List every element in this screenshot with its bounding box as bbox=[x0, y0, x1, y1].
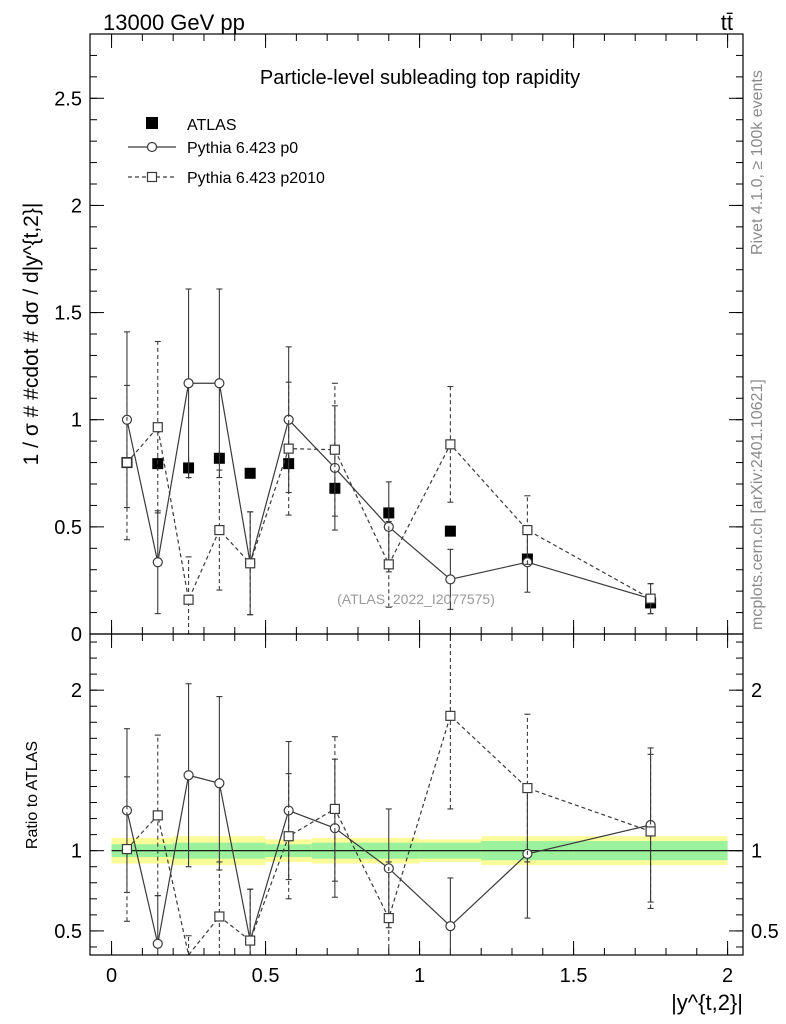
ratio-series-layer bbox=[121, 634, 656, 957]
main-y-tick-label: 2.5 bbox=[54, 88, 82, 110]
data-point-atlas bbox=[444, 525, 456, 537]
legend-marker-atlas bbox=[146, 117, 158, 129]
main-y-axis-label: 1 / σ # #cdot # dσ / d|y^{t,2}| bbox=[20, 203, 43, 466]
data-point-p2010 bbox=[214, 524, 225, 536]
process-label: tt̄ bbox=[721, 10, 733, 35]
legend-label-p2010: Pythia 6.423 p2010 bbox=[187, 170, 325, 187]
data-point-p2010 bbox=[121, 457, 133, 468]
main-series-layer bbox=[121, 288, 657, 635]
rivet-version-label: Rivet 4.1.0, ≥ 100k events bbox=[749, 70, 766, 255]
data-point-p2010 bbox=[183, 594, 194, 605]
ratio-point-p2010 bbox=[283, 831, 294, 842]
ratio-uncertainty-bands bbox=[111, 836, 743, 866]
ratio-ticks: 0.5 0.5 1 1 2 2 0 0.5 1 1.5 2 bbox=[54, 634, 779, 987]
ratio-point-p2010 bbox=[445, 710, 456, 721]
ratio-point-p2010 bbox=[645, 826, 656, 837]
main-ticks: 0 0.5 1 1.5 2 2.5 bbox=[54, 33, 743, 646]
ratio-point-p2010 bbox=[152, 810, 163, 821]
main-panel: 0 0.5 1 1.5 2 2.5 Particle-level subleading t… bbox=[20, 33, 744, 646]
main-y-tick-label: 1.5 bbox=[54, 303, 82, 325]
ratio-point-p2010 bbox=[329, 803, 340, 815]
main-y-tick-label: 0 bbox=[71, 624, 82, 646]
legend: ATLAS Pythia 6.423 p0 Pythia 6.423 p2010 bbox=[128, 117, 325, 187]
data-point-p2010 bbox=[383, 559, 394, 570]
data-point-p2010 bbox=[329, 444, 340, 455]
x-tick-label: 1 bbox=[414, 965, 425, 987]
x-tick-label: 1.5 bbox=[560, 965, 588, 987]
ratio-point-p0 bbox=[152, 938, 163, 949]
x-tick-label: 0 bbox=[106, 965, 117, 987]
x-tick-label: 2 bbox=[722, 965, 733, 987]
ratio-point-p2010 bbox=[383, 912, 394, 924]
main-y-tick-label: 1 bbox=[71, 410, 82, 432]
legend-label-atlas: ATLAS bbox=[187, 117, 237, 134]
data-point-p2010 bbox=[152, 422, 163, 433]
data-point-p2010 bbox=[245, 558, 256, 569]
main-y-tick-label: 2 bbox=[71, 195, 82, 217]
ratio-y-tick-label-right: 1 bbox=[751, 841, 762, 863]
x-tick-label: 0.5 bbox=[252, 965, 280, 987]
x-axis-label: |y^{t,2}| bbox=[671, 990, 743, 1015]
legend-label-p0: Pythia 6.423 p0 bbox=[187, 140, 298, 157]
data-point-p2010 bbox=[522, 524, 533, 536]
ratio-point-p0 bbox=[445, 921, 456, 932]
main-title: Particle-level subleading top rapidity bbox=[260, 67, 580, 89]
ratio-point-p2010 bbox=[214, 911, 225, 922]
ratio-y-tick-label: 1 bbox=[71, 841, 82, 863]
data-point-atlas bbox=[244, 467, 256, 479]
data-point-p2010 bbox=[445, 439, 456, 450]
ratio-y-tick-label: 2 bbox=[71, 680, 82, 702]
data-point-p2010 bbox=[645, 593, 656, 604]
legend-marker-p2010 bbox=[146, 171, 158, 183]
main-y-tick-label: 0.5 bbox=[54, 517, 82, 539]
mcplots-label: mcplots.cern.ch [arXiv:2401.10621] bbox=[749, 379, 766, 630]
ratio-point-p2010 bbox=[121, 843, 133, 855]
data-point-p2010 bbox=[283, 443, 294, 454]
ratio-point-p0 bbox=[183, 770, 194, 781]
ratio-y-tick-label: 0.5 bbox=[54, 921, 82, 943]
energy-label: 13000 GeV pp bbox=[103, 10, 245, 35]
ratio-panel: 0.5 0.5 1 1 2 2 0 0.5 1 1.5 2 Ratio to ATLAS |y^{t… bbox=[24, 633, 779, 1015]
data-point-p0 bbox=[445, 574, 456, 585]
data-point-p0 bbox=[183, 378, 194, 389]
data-point-p0 bbox=[152, 557, 163, 568]
ratio-y-axis-label: Ratio to ATLAS bbox=[24, 741, 41, 849]
ratio-point-p2010 bbox=[522, 782, 533, 794]
ratio-y-tick-label-right: 2 bbox=[751, 680, 762, 702]
data-point-p0 bbox=[214, 378, 225, 389]
ratio-point-p2010 bbox=[245, 935, 256, 946]
ratio-y-tick-label-right: 0.5 bbox=[751, 921, 779, 943]
ratio-point-p0 bbox=[214, 778, 225, 789]
analysis-id-label: (ATLAS_2022_I2077575) bbox=[337, 591, 495, 607]
ratio-plot-frame bbox=[89, 633, 744, 956]
legend-marker-p0 bbox=[146, 141, 158, 153]
